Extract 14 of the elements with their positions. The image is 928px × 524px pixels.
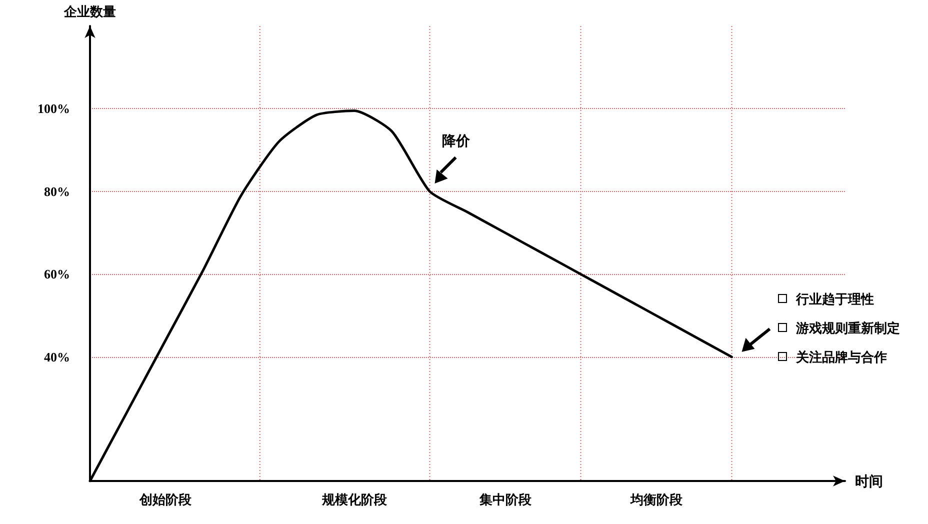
annotation: 行业趋于理性 [794,291,874,306]
annotation: 游戏规则重新制定 [794,320,900,336]
x-tick-label: 均衡阶段 [629,492,684,507]
y-tick-label: 80% [44,184,70,199]
x-tick-label: 创始阶段 [138,492,192,507]
annotation: 降价 [442,132,471,148]
y-tick-label: 40% [44,349,70,364]
y-tick-label: 60% [44,266,70,282]
y-axis-title: 企业数量 [63,4,116,19]
x-tick-label: 集中阶段 [478,492,532,507]
y-tick-label: 100% [38,101,70,116]
x-tick-label: 规模化阶段 [320,492,388,507]
x-axis-title: 时间 [855,473,883,489]
annotation: 关注品牌与合作 [794,349,887,364]
